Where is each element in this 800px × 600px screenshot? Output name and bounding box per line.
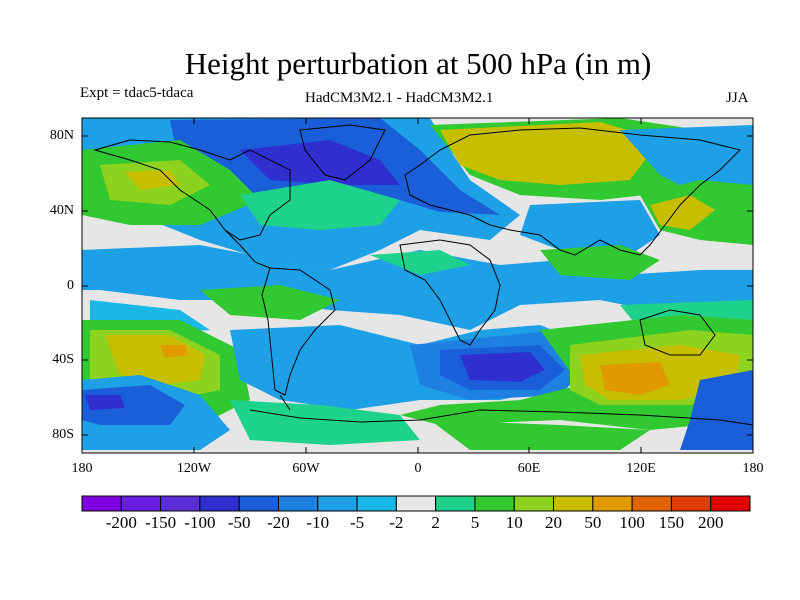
experiment-label: Expt = tdac5-tdaca [80,85,194,101]
model-label: HadCM3M2.1 - HadCM3M2.1 [305,90,494,106]
colorbar-swatch [120,495,162,512]
field-blue-southeast [680,370,753,450]
colorbar-label: -2 [389,513,404,532]
colorbar-swatch [631,495,672,512]
colorbar-swatch [395,495,437,512]
colorbar-label: 2 [431,513,440,532]
field-orange-south-indian [600,362,670,395]
field-green-atlantic-40n [240,180,400,230]
x-tick-label: 60E [517,461,541,476]
x-tick-label: 180 [742,461,764,476]
field-orange-south-pacific [160,345,188,358]
coast-north-america [93,139,291,241]
field-blue-greenland-core [240,140,400,185]
y-tick-label: 40N [49,203,74,218]
colorbar-label: -150 [144,513,177,532]
y-tick-label: 80S [52,427,74,442]
colorbar-swatch [435,495,476,512]
coast-africa [399,239,501,346]
colorbar-label: -20 [267,513,290,532]
colorbar-swatch [81,495,122,512]
field-yellow-japan [650,195,715,230]
contour-field [82,118,753,453]
coast-greenland [299,124,386,181]
x-tick-label: 180 [71,461,93,476]
field-green-antarctic-east [430,420,650,450]
field-yellow-pacific-core [125,170,180,190]
colorbar-swatch [474,495,515,512]
field-blue-asia [520,200,660,255]
colorbar-label: -50 [227,513,251,532]
coast-antarctic-peninsula [279,394,291,411]
field-blue-pacific-arctic [620,125,753,195]
colorbar-label: 20 [545,513,563,532]
coast-antarctica [249,409,753,426]
coast-australia [639,309,716,356]
x-tick-label: 120W [176,461,212,476]
axis-ticks [81,118,754,453]
colorbar-label: 200 [697,513,724,532]
coast-europe-asia [404,127,741,256]
colorbar-swatch [356,495,397,512]
field-green-tropics-a [200,285,340,320]
coast-south-america [261,267,336,396]
field-strongblue-southwest [85,395,125,410]
y-tick-label: 0 [67,278,74,293]
colorbar-swatch [277,495,319,512]
colorbar-swatch [238,495,279,512]
field-green-tropics-c [370,250,470,275]
x-tick-label: 60W [292,461,320,476]
colorbar-label: 50 [584,513,602,532]
colorbar-label: -200 [105,513,137,532]
coast-central-america [224,229,271,269]
season-label: JJA [726,90,749,106]
y-tick-label: 40S [52,352,74,367]
colorbar-label: 100 [619,513,645,532]
colorbar-swatch [670,495,712,512]
colorbar-swatch [592,495,633,512]
colorbar-swatch [317,495,358,512]
colorbar-label: -10 [306,513,330,532]
colorbar-swatch [553,495,594,512]
field-strongblue-south-indian [460,352,545,382]
x-tick-label: 120E [626,461,656,476]
colorbar-label: 5 [470,513,480,532]
colorbar-swatch [199,495,240,512]
map-title: Height perturbation at 500 hPa (in m) [184,46,652,81]
field-blue-tropics-west [82,245,753,330]
colorbar-label: -100 [184,513,216,532]
colorbar-label: 150 [658,513,685,532]
colorbar-label: 10 [505,513,523,532]
coastlines [93,124,753,426]
x-tick-label: 0 [414,461,422,476]
field-yellow-siberia [440,122,660,185]
colorbar-swatch [710,495,751,512]
colorbar-label: -5 [349,513,365,532]
y-tick-label: 80N [49,128,74,143]
colorbar-swatch [160,495,201,512]
colorbar [81,495,751,512]
field-green-antarctic [230,400,420,445]
colorbar-swatch [513,495,555,512]
